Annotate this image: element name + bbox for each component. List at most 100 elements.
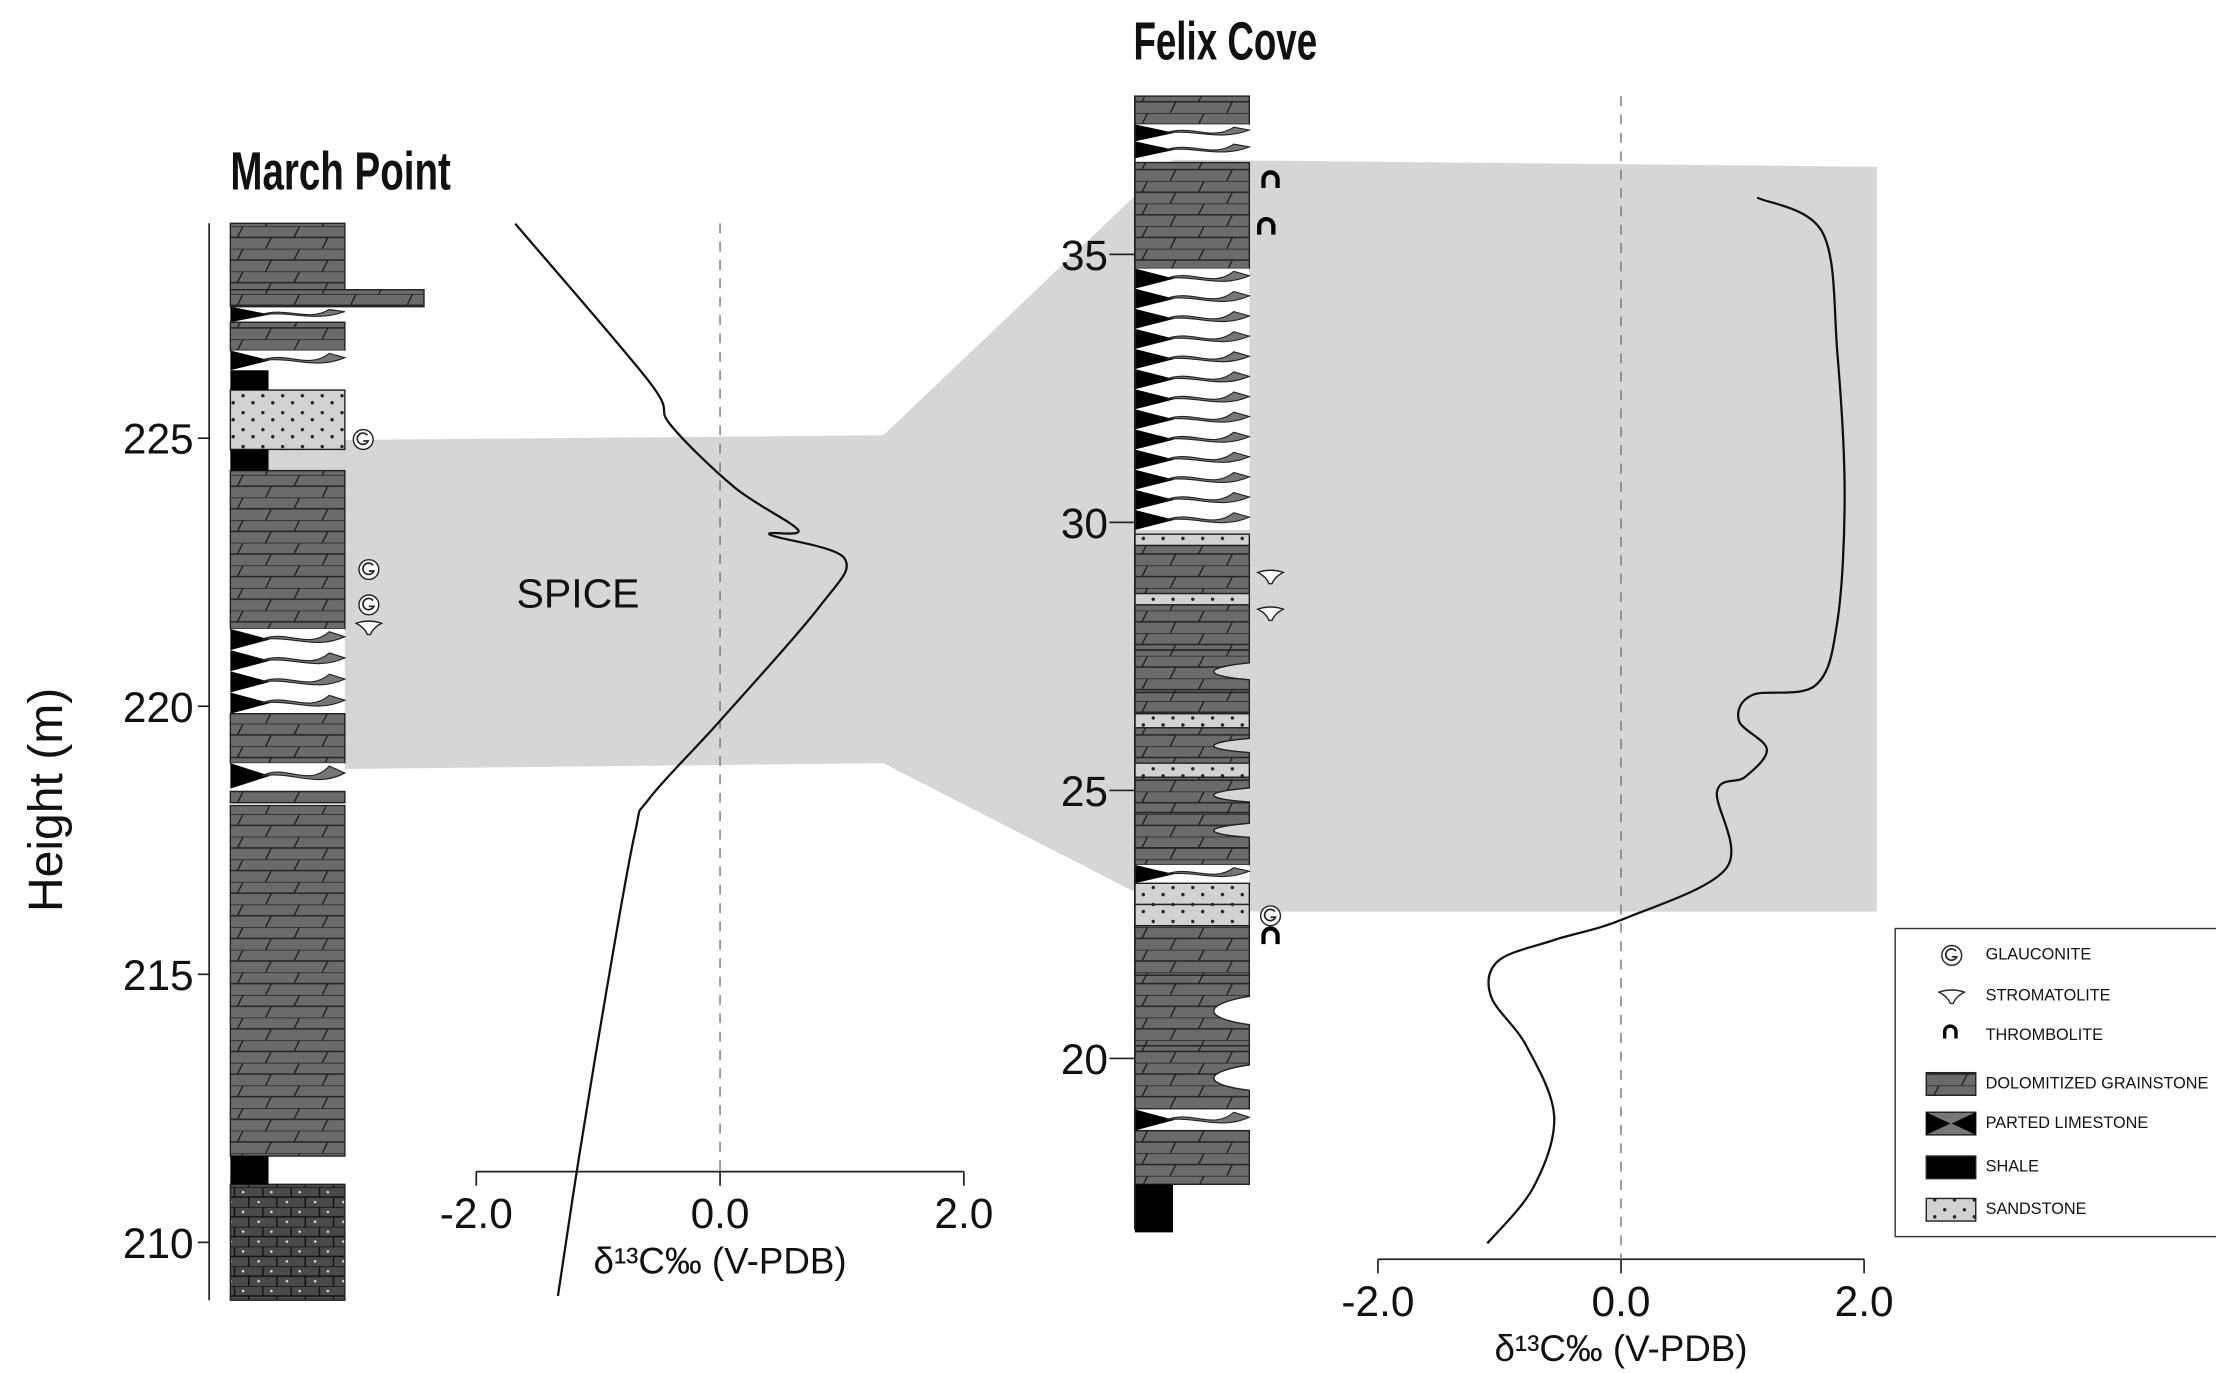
sandstone	[1134, 712, 1251, 729]
stromatolite-symbol	[1255, 569, 1286, 585]
parted-limestone	[230, 692, 270, 714]
sandstone	[1134, 533, 1251, 547]
legend-label: DOLOMITIZED GRAINSTONE	[1986, 1074, 2209, 1092]
y-tick-label: 215	[123, 952, 194, 999]
dolomitized-grainstone	[1134, 604, 1251, 651]
parted-limestone	[1165, 867, 1252, 878]
dolomitized-grainstone	[229, 712, 346, 764]
y-tick-label: 35	[1061, 232, 1108, 279]
dolomitized-grainstone	[229, 804, 346, 1157]
parted-limestone	[1134, 509, 1175, 530]
dolomitized-grainstone	[1134, 1045, 1251, 1111]
legend-label: SHALE	[1986, 1158, 2039, 1176]
glauconite-symbol	[362, 597, 376, 611]
legend-label: STROMATOLITE	[1986, 987, 2111, 1005]
parted-limestone	[1165, 290, 1252, 302]
legend-swatch	[1925, 1111, 1977, 1136]
dolomitized-grainstone	[229, 222, 346, 291]
stromatolite-symbol	[1255, 606, 1286, 622]
parted-limestone	[1165, 126, 1252, 136]
x-tick-label: -2.0	[1341, 1278, 1414, 1325]
parted-limestone	[230, 306, 270, 323]
x-tick-label: 2.0	[1835, 1278, 1894, 1325]
parted-limestone	[261, 765, 347, 781]
dolomitized-grainstone	[1134, 544, 1251, 595]
sandstone	[1134, 592, 1251, 606]
parted-limestone	[1134, 469, 1175, 490]
x-axis-label: δ¹³C‰ (V-PDB)	[1494, 1328, 1747, 1369]
parted-limestone	[1134, 389, 1175, 410]
parted-limestone	[1165, 1111, 1251, 1124]
parted-limestone	[1165, 310, 1252, 323]
parted-limestone	[261, 652, 347, 665]
parted-limestone	[1134, 124, 1175, 142]
dolomitized-grainstone	[1134, 691, 1251, 715]
parted-limestone	[230, 763, 270, 789]
chart-title: Felix Cove	[1133, 11, 1317, 71]
parted-limestone	[230, 350, 270, 371]
parted-limestone	[1165, 491, 1252, 504]
legend-label: PARTED LIMESTONE	[1986, 1114, 2149, 1132]
sandstone	[1134, 762, 1251, 779]
parted-limestone	[1165, 371, 1252, 383]
y-tick-label: 225	[123, 416, 194, 463]
parted-limestone	[1165, 270, 1252, 282]
x-tick-label: -2.0	[440, 1190, 513, 1237]
stromatolite-symbol	[1937, 989, 1967, 1005]
spice-correlation-band	[230, 159, 1877, 912]
dolomitized-grainstone	[1134, 811, 1251, 849]
stromatolite-symbol	[354, 620, 384, 636]
chart-title: March Point	[230, 141, 451, 201]
shale	[230, 449, 269, 471]
sandstone	[1134, 903, 1251, 927]
x-tick-label: 0.0	[1592, 1278, 1651, 1325]
parted-limestone	[261, 631, 347, 643]
parted-limestone	[1134, 864, 1175, 884]
thrombolite-symbol	[1257, 217, 1276, 235]
parted-limestone	[261, 308, 346, 317]
legend-label: GLAUCONITE	[1986, 946, 2092, 964]
parted-limestone	[1134, 409, 1175, 430]
dolomitized-grainstone	[1134, 776, 1251, 814]
shale	[230, 370, 269, 391]
parted-limestone	[1134, 141, 1175, 159]
legend-swatch	[1925, 1197, 1977, 1222]
glauconite-symbol	[1263, 908, 1277, 922]
dolomitized-grainstone	[229, 469, 346, 630]
y-axis-label: Height (m)	[20, 688, 73, 912]
legend-swatch	[1925, 1071, 1977, 1096]
parted-limestone	[261, 694, 347, 707]
legend-swatch	[1925, 1155, 1977, 1180]
parted-limestone	[230, 650, 270, 672]
legend-swatch	[1926, 1112, 1976, 1135]
parted-limestone	[1134, 489, 1175, 510]
parted-limestone	[1165, 471, 1252, 483]
glauconite-symbol	[1944, 948, 1958, 962]
glauconite-symbol	[362, 562, 376, 576]
sandstone	[1134, 882, 1251, 906]
legend-swatch	[1925, 1197, 1977, 1222]
isotope-curve	[1486, 196, 1846, 1245]
dolomitized-grainstone	[1134, 924, 1251, 976]
legend-swatch	[1925, 1155, 1977, 1180]
dolomitized-grainstone	[1134, 95, 1251, 126]
limestone	[229, 1183, 346, 1301]
dolomitized-grainstone	[229, 321, 346, 352]
legend-swatch	[1925, 1071, 1977, 1096]
annotation: SPICE	[517, 571, 640, 617]
parted-limestone	[1134, 288, 1175, 309]
parted-limestone	[1165, 143, 1252, 153]
parted-limestone	[1165, 431, 1252, 443]
parted-limestone	[1165, 331, 1252, 343]
shale	[1134, 1184, 1174, 1233]
lithology-columns	[229, 95, 1286, 1301]
dolomitized-grainstone	[229, 289, 425, 308]
x-axis-label: δ¹³C‰ (V-PDB)	[594, 1240, 847, 1281]
dolomitized-grainstone	[1134, 649, 1251, 694]
parted-limestone	[1134, 449, 1175, 470]
parted-limestone	[1134, 369, 1175, 390]
parted-limestone	[261, 352, 347, 364]
y-tick-label: 30	[1061, 500, 1108, 547]
parted-limestone	[1134, 308, 1175, 329]
thrombolite-symbol	[1261, 926, 1280, 945]
